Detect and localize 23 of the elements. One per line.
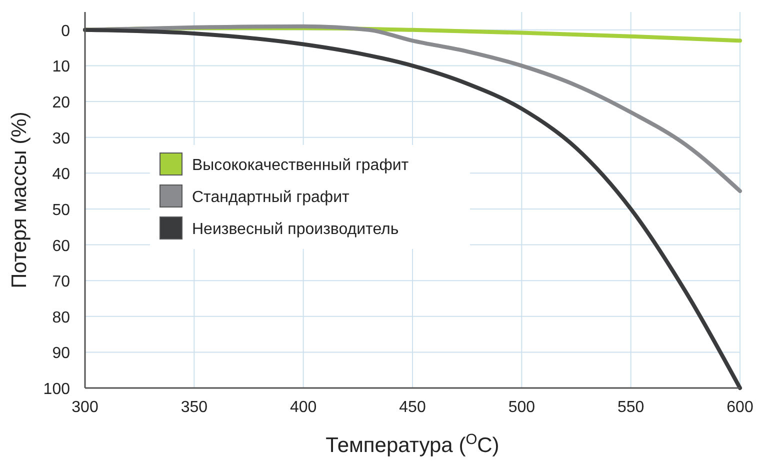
legend-label: Неизвесный производитель <box>192 221 399 238</box>
y-tick-label: 30 <box>52 130 70 148</box>
legend-label: Стандартный графит <box>192 189 350 206</box>
x-tick-label: 350 <box>180 399 208 416</box>
y-tick-label: 20 <box>52 94 70 112</box>
y-tick-label: 40 <box>52 166 70 184</box>
x-tick-label: 450 <box>399 399 426 416</box>
y-tick-label: 90 <box>52 345 70 362</box>
y-axis-title: Потеря массы (%) <box>8 112 31 288</box>
x-tick-label: 600 <box>726 399 754 416</box>
x-tick-label: 550 <box>617 399 644 416</box>
x-tick-label: 300 <box>72 399 98 416</box>
y-tick-label: 70 <box>52 274 70 291</box>
x-tick-label: 500 <box>508 399 536 416</box>
legend-label: Высококачественный графит <box>192 157 410 174</box>
y-tick-label: 60 <box>52 238 70 255</box>
x-tick-label: 400 <box>290 399 317 416</box>
y-tick-label: 10 <box>52 58 70 76</box>
x-axis-title: Температура ($^{O}$C) <box>326 432 500 457</box>
y-tick-label: 80 <box>52 309 70 326</box>
y-tick-label: 0 <box>61 22 70 40</box>
y-tick-label: 100 <box>43 381 70 398</box>
y-tick-label: 50 <box>52 202 70 219</box>
